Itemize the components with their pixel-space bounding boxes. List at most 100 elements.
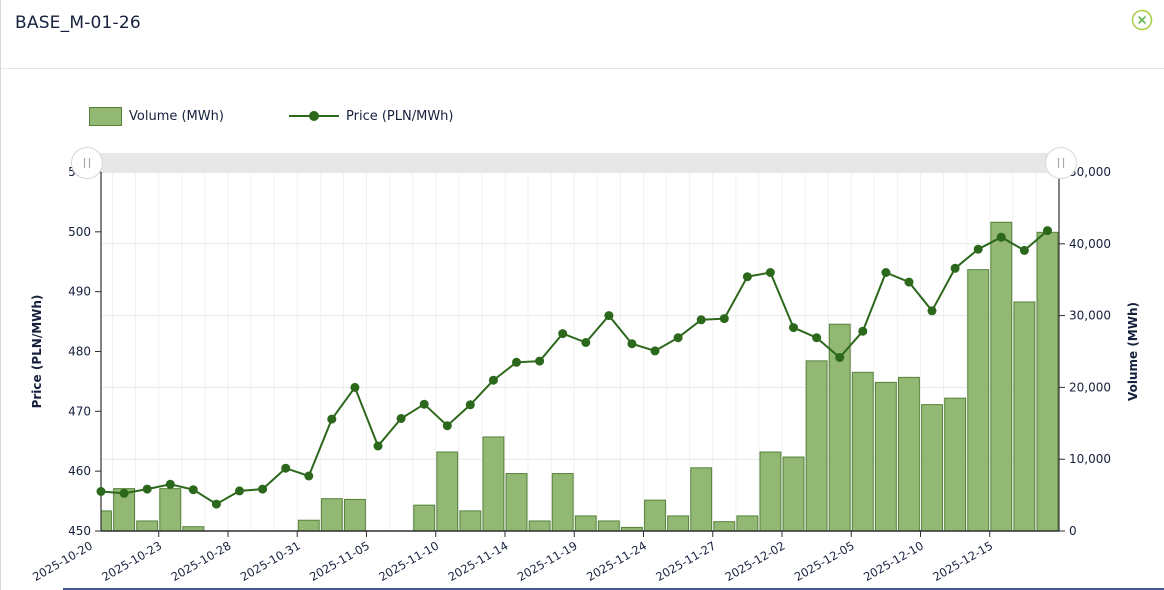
price-axis-title: Price (PLN/MWh) — [30, 295, 44, 409]
price-point[interactable] — [719, 314, 729, 324]
price-point[interactable] — [881, 268, 891, 277]
price-point[interactable] — [350, 382, 360, 392]
price-point[interactable] — [327, 414, 337, 424]
volume-bar[interactable] — [136, 520, 159, 531]
date-tick-label: 2025-12-15 — [930, 538, 995, 584]
volume-bar[interactable] — [343, 498, 366, 531]
header-divider — [1, 68, 1164, 69]
volume-bar[interactable] — [459, 510, 482, 531]
volume-bar[interactable] — [436, 451, 459, 531]
legend-item-volume[interactable]: Volume (MWh) — [89, 106, 224, 126]
volume-bar[interactable] — [159, 488, 182, 531]
price-point[interactable] — [812, 333, 822, 343]
price-point[interactable] — [419, 399, 429, 409]
volume-bar[interactable] — [297, 519, 320, 531]
volume-bar[interactable] — [574, 515, 597, 531]
price-point[interactable] — [904, 277, 914, 287]
price-point[interactable] — [742, 272, 752, 282]
price-point[interactable] — [950, 263, 960, 273]
volume-bar[interactable] — [921, 404, 943, 531]
price-point[interactable] — [1043, 226, 1052, 236]
volume-bar[interactable] — [782, 456, 805, 531]
price-point[interactable] — [996, 232, 1006, 242]
price-point[interactable] — [835, 353, 845, 362]
volume-bar[interactable] — [805, 360, 828, 531]
volume-bar[interactable] — [851, 371, 874, 531]
price-point[interactable] — [512, 357, 521, 367]
volume-bar[interactable] — [898, 376, 920, 531]
price-point[interactable] — [765, 268, 775, 277]
volume-tick-label: 10,000 — [1069, 452, 1111, 466]
volume-axis-labels: 0 10,000 20,000 30,000 40,000 50,000 — [1059, 165, 1111, 538]
price-point[interactable] — [465, 400, 475, 410]
price-point[interactable] — [304, 471, 314, 481]
price-point[interactable] — [488, 375, 498, 385]
price-point[interactable] — [235, 486, 244, 496]
price-point[interactable] — [1019, 245, 1029, 255]
price-point[interactable] — [558, 329, 568, 339]
price-point[interactable] — [281, 463, 291, 473]
date-tick-label: 2025-10-31 — [238, 538, 303, 584]
price-point[interactable] — [142, 484, 152, 494]
volume-tick-label: 30,000 — [1069, 309, 1111, 323]
price-point[interactable] — [650, 346, 660, 356]
volume-tick-label: 40,000 — [1069, 237, 1111, 251]
volume-swatch-icon — [89, 106, 122, 126]
price-point[interactable] — [165, 479, 175, 489]
date-tick-label: 2025-10-23 — [99, 538, 164, 584]
price-point[interactable] — [396, 414, 406, 423]
volume-bar[interactable] — [91, 510, 112, 531]
price-point[interactable] — [535, 356, 545, 366]
close-button[interactable] — [1130, 8, 1154, 32]
volume-bar[interactable] — [597, 520, 620, 531]
volume-bar[interactable] — [874, 381, 897, 531]
volume-bar[interactable] — [990, 221, 1013, 531]
price-line-series — [96, 226, 1052, 509]
volume-tick-label: 20,000 — [1069, 380, 1111, 394]
volume-bar[interactable] — [690, 467, 713, 531]
price-point[interactable] — [696, 315, 706, 325]
volume-tick-label: 50,000 — [1069, 165, 1111, 179]
price-point[interactable] — [973, 244, 983, 254]
range-scrollbar[interactable] — [96, 153, 1064, 173]
date-tick-label: 2025-11-05 — [307, 538, 372, 584]
price-point[interactable] — [373, 441, 383, 451]
price-point[interactable] — [119, 488, 129, 498]
volume-bar[interactable] — [759, 451, 782, 531]
volume-bar[interactable] — [113, 488, 136, 531]
price-point[interactable] — [442, 421, 452, 431]
price-point[interactable] — [673, 333, 683, 343]
volume-bar[interactable] — [482, 436, 505, 531]
volume-bar[interactable] — [320, 498, 343, 531]
price-point[interactable] — [258, 484, 268, 494]
price-point[interactable] — [581, 338, 591, 347]
date-tick-label: 2025-12-10 — [861, 538, 926, 584]
volume-bar[interactable] — [736, 515, 759, 531]
price-point[interactable] — [858, 326, 868, 336]
volume-bar[interactable] — [667, 515, 690, 531]
volume-bar[interactable] — [828, 323, 851, 531]
price-point[interactable] — [96, 487, 106, 496]
price-tick-label: 500 — [68, 225, 91, 239]
range-handle-left[interactable] — [71, 147, 103, 179]
volume-bar[interactable] — [182, 526, 205, 531]
price-point[interactable] — [211, 499, 221, 509]
price-point[interactable] — [627, 339, 637, 349]
volume-bar[interactable] — [528, 520, 551, 531]
range-handle-right[interactable] — [1045, 147, 1077, 179]
volume-bar[interactable] — [967, 269, 990, 531]
price-point[interactable] — [927, 306, 937, 316]
volume-bar[interactable] — [1036, 231, 1059, 531]
volume-bar[interactable] — [644, 499, 666, 531]
volume-bar[interactable] — [551, 473, 574, 531]
price-point[interactable] — [789, 323, 798, 333]
volume-bar[interactable] — [413, 504, 436, 531]
volume-bar[interactable] — [1013, 301, 1036, 531]
price-tick-label: 460 — [68, 464, 91, 478]
volume-bar[interactable] — [713, 521, 736, 531]
price-point[interactable] — [604, 311, 614, 321]
price-point[interactable] — [188, 485, 198, 495]
legend-item-price[interactable]: Price (PLN/MWh) — [289, 106, 454, 126]
volume-bar[interactable] — [505, 473, 528, 531]
volume-bar[interactable] — [944, 397, 967, 531]
